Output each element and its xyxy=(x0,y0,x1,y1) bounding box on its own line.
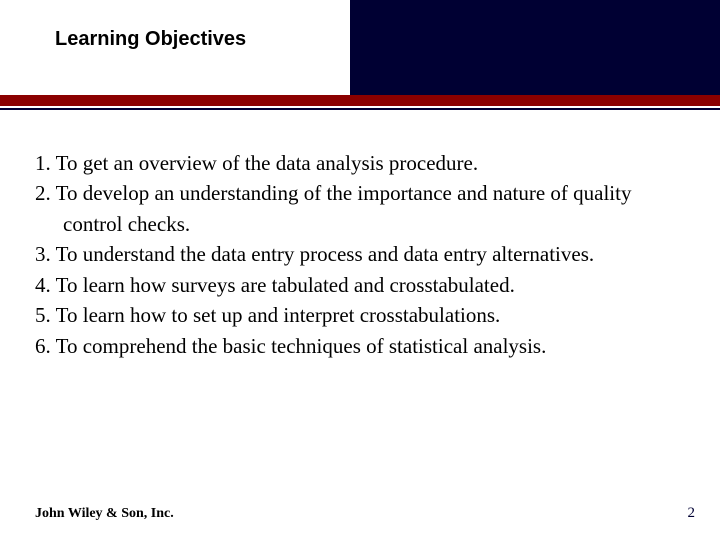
accent-red-stripe xyxy=(0,95,720,106)
list-item: To learn how surveys are tabulated and c… xyxy=(35,270,685,300)
list-item: To learn how to set up and interpret cro… xyxy=(35,300,685,330)
list-item: To comprehend the basic techniques of st… xyxy=(35,331,685,361)
header-navy-block xyxy=(350,0,720,95)
accent-navy-line xyxy=(0,108,720,110)
slide-content: To get an overview of the data analysis … xyxy=(35,148,685,361)
footer-publisher: John Wiley & Son, Inc. xyxy=(35,506,174,522)
footer-page-number: 2 xyxy=(688,505,696,522)
slide-footer: John Wiley & Son, Inc. 2 xyxy=(35,505,695,522)
list-item: To get an overview of the data analysis … xyxy=(35,148,685,178)
list-item: To understand the data entry process and… xyxy=(35,239,685,269)
slide-title: Learning Objectives xyxy=(55,28,246,51)
objectives-list: To get an overview of the data analysis … xyxy=(35,148,685,361)
header-accent-band xyxy=(0,95,720,110)
slide-header: Learning Objectives xyxy=(0,0,720,115)
list-item: To develop an understanding of the impor… xyxy=(35,178,685,239)
